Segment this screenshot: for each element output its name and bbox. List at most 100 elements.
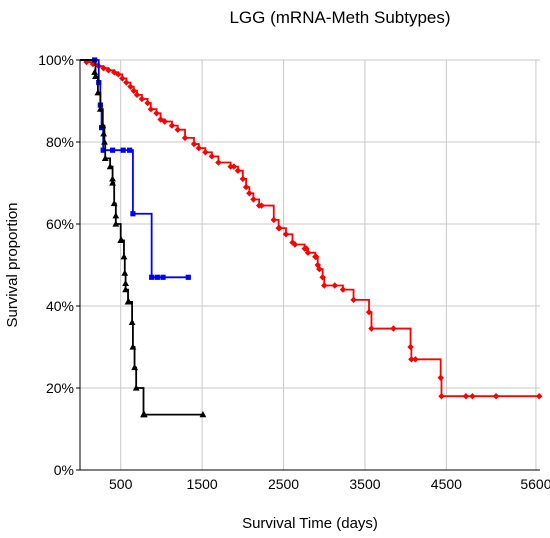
censor-marker xyxy=(412,356,419,363)
censor-marker xyxy=(125,298,133,305)
censor-marker xyxy=(96,105,104,112)
chart-title: LGG (mRNA-Meth Subtypes) xyxy=(229,8,450,27)
censor-marker xyxy=(234,167,242,174)
censor-marker xyxy=(109,147,116,153)
censor-marker xyxy=(133,91,141,99)
censor-marker xyxy=(101,138,108,145)
ticks: 500 1500 2500 3500 4500 5600 0% 20% 40% 60% 80% 100… xyxy=(38,52,550,492)
censor-marker xyxy=(462,393,470,400)
y-tick-label: 100% xyxy=(38,52,74,68)
censor-marker xyxy=(407,343,414,351)
censor-marker xyxy=(339,286,347,293)
censor-marker xyxy=(110,69,118,76)
censor-marker xyxy=(438,393,445,400)
censor-marker xyxy=(129,343,137,350)
censor-marker xyxy=(106,163,114,170)
censor-marker xyxy=(190,140,198,148)
censor-marker xyxy=(122,286,129,293)
censor-marker xyxy=(316,265,323,273)
censor-marker xyxy=(100,65,107,72)
y-tick-label: 40% xyxy=(46,298,74,314)
censor-marker xyxy=(303,245,310,252)
censor-marker xyxy=(174,126,181,133)
survival-series xyxy=(80,59,207,418)
censor-marker xyxy=(130,87,137,94)
survival-curve xyxy=(80,59,203,416)
censor-marker xyxy=(282,231,290,238)
censor-marker xyxy=(120,147,126,153)
censor-marker xyxy=(199,411,207,418)
y-tick-label: 20% xyxy=(46,380,74,396)
censor-marker xyxy=(154,274,160,280)
censor-marker xyxy=(331,282,339,289)
censor-marker xyxy=(109,179,116,186)
censor-marker xyxy=(147,106,155,113)
censor-marker xyxy=(408,356,415,363)
censor-marker xyxy=(110,199,118,207)
censor-marker xyxy=(242,183,250,191)
censor-marker xyxy=(101,154,109,161)
censor-marker xyxy=(492,393,500,400)
censor-marker xyxy=(161,118,168,125)
censor-marker xyxy=(91,68,99,75)
x-tick-label: 500 xyxy=(109,476,133,492)
censor-marker xyxy=(118,236,125,243)
x-axis-label: Survival Time (days) xyxy=(242,515,378,532)
censor-marker xyxy=(140,411,148,418)
censor-marker xyxy=(437,374,444,381)
censor-marker xyxy=(390,325,397,332)
censor-marker xyxy=(105,67,112,74)
censor-marker xyxy=(319,274,326,281)
censor-marker xyxy=(469,393,476,400)
censor-marker xyxy=(83,58,90,66)
censor-marker xyxy=(131,363,138,371)
censor-marker xyxy=(92,72,99,79)
y-tick-label: 60% xyxy=(46,216,74,232)
x-tick-label: 2500 xyxy=(268,476,299,492)
x-tick-label: 4500 xyxy=(431,476,462,492)
censor-marker xyxy=(291,241,299,248)
censor-marker xyxy=(535,393,543,400)
censor-marker xyxy=(215,159,222,166)
censor-marker xyxy=(94,89,102,96)
censor-marker xyxy=(230,163,238,170)
censor-marker xyxy=(130,211,136,217)
censor-marker xyxy=(127,83,134,90)
y-axis-label: Survival proportion xyxy=(4,202,21,327)
censor-marker xyxy=(119,75,126,82)
censor-marker xyxy=(168,122,176,129)
censor-marker xyxy=(127,147,133,153)
censor-marker xyxy=(368,325,375,332)
censor-marker xyxy=(123,79,130,86)
x-tick-label: 3500 xyxy=(349,476,380,492)
censor-marker xyxy=(99,122,107,129)
censor-marker xyxy=(227,163,234,170)
survival-series xyxy=(80,58,543,400)
censor-marker xyxy=(149,274,155,280)
censor-marker xyxy=(276,224,283,232)
censor-marker xyxy=(153,110,160,117)
censor-marker xyxy=(246,190,253,197)
x-tick-label: 5600 xyxy=(520,476,550,492)
censor-marker xyxy=(128,318,136,325)
censor-marker xyxy=(160,274,166,280)
censor-marker xyxy=(122,279,129,287)
censor-marker xyxy=(195,144,203,152)
censor-marker xyxy=(312,253,320,260)
censor-marker xyxy=(138,95,146,103)
censor-marker xyxy=(208,153,216,160)
censor-marker xyxy=(250,196,257,203)
censor-marker xyxy=(239,175,247,183)
censor-marker xyxy=(100,147,106,153)
y-tick-label: 80% xyxy=(46,134,74,150)
grid xyxy=(80,59,540,470)
censor-marker xyxy=(321,282,328,289)
censor-marker xyxy=(270,216,277,224)
censor-marker xyxy=(350,296,357,304)
censor-marker xyxy=(112,220,120,227)
censor-marker xyxy=(202,149,209,156)
censor-marker xyxy=(100,130,108,137)
x-tick-label: 1500 xyxy=(187,476,218,492)
censor-marker xyxy=(112,212,120,219)
censor-marker xyxy=(109,175,116,182)
